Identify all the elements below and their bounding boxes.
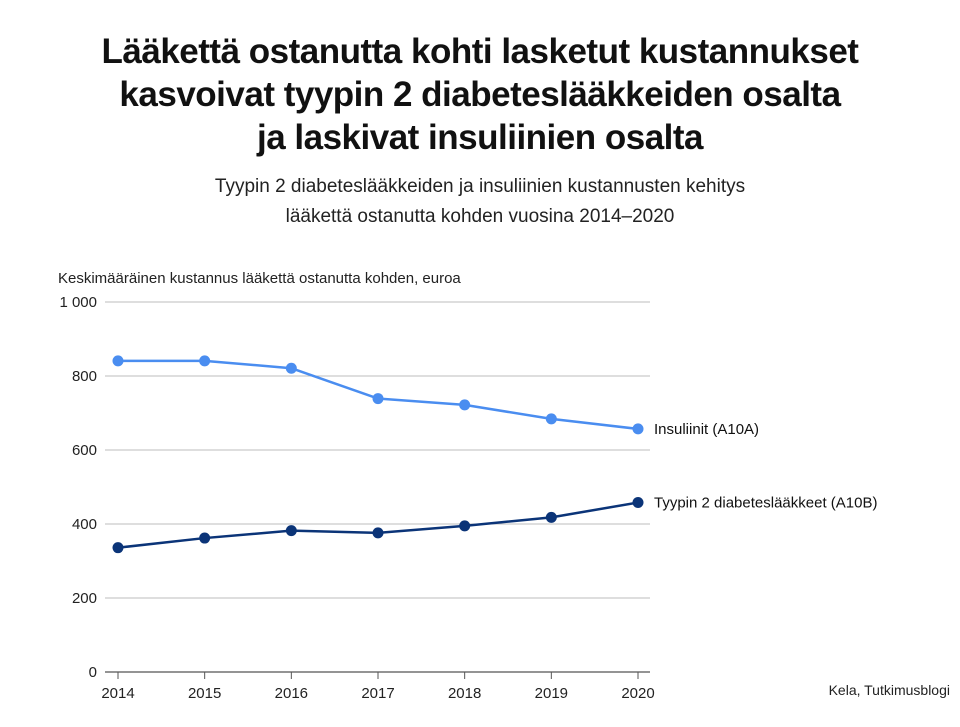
subtitle-line: lääkettä ostanutta kohden vuosina 2014–2…: [285, 206, 675, 227]
series-label: Tyypin 2 diabeteslääkkeet (A10B): [654, 495, 877, 512]
data-point: [632, 497, 644, 509]
y-tick-label: 800: [72, 368, 97, 385]
series-label: Insuliinit (A10A): [654, 421, 759, 438]
data-point: [372, 527, 384, 539]
y-tick-label: 600: [72, 442, 97, 459]
x-tick-label: 2020: [621, 685, 654, 702]
chart-title: Lääkettä ostanutta kohti lasketut kustan…: [0, 30, 960, 159]
data-point: [632, 423, 644, 435]
data-point: [285, 525, 297, 537]
x-tick-label: 2014: [101, 685, 134, 702]
source-note: Kela, Tutkimusblogi: [828, 682, 950, 698]
data-point: [112, 542, 124, 554]
y-tick-label: 400: [72, 516, 97, 533]
title-line: Lääkettä ostanutta kohti lasketut kustan…: [101, 32, 859, 71]
data-point: [459, 399, 471, 411]
data-point: [459, 520, 471, 532]
title-line: kasvoivat tyypin 2 diabeteslääkkeiden os…: [119, 75, 841, 114]
data-point: [112, 355, 124, 367]
series-line: [117, 501, 639, 549]
data-point: [372, 393, 384, 405]
x-tick-label: 2016: [275, 685, 308, 702]
title-line: ja laskivat insuliinien osalta: [256, 118, 704, 157]
x-tick-label: 2018: [448, 685, 481, 702]
data-point: [199, 355, 211, 367]
y-tick-label: 0: [89, 664, 97, 681]
y-tick-label: 200: [72, 590, 97, 607]
subtitle-line: Tyypin 2 diabeteslääkkeiden ja insuliini…: [214, 176, 746, 197]
x-tick-label: 2019: [535, 685, 568, 702]
data-point: [545, 511, 557, 523]
data-point: [199, 532, 211, 544]
x-tick-label: 2015: [188, 685, 221, 702]
y-axis-label: Keskimääräinen kustannus lääkettä ostanu…: [58, 270, 461, 287]
data-point: [545, 413, 557, 425]
x-tick-label: 2017: [361, 685, 394, 702]
chart-subtitle: Tyypin 2 diabeteslääkkeiden ja insuliini…: [0, 172, 960, 232]
y-tick-label: 1 000: [59, 294, 97, 311]
data-point: [285, 362, 297, 374]
